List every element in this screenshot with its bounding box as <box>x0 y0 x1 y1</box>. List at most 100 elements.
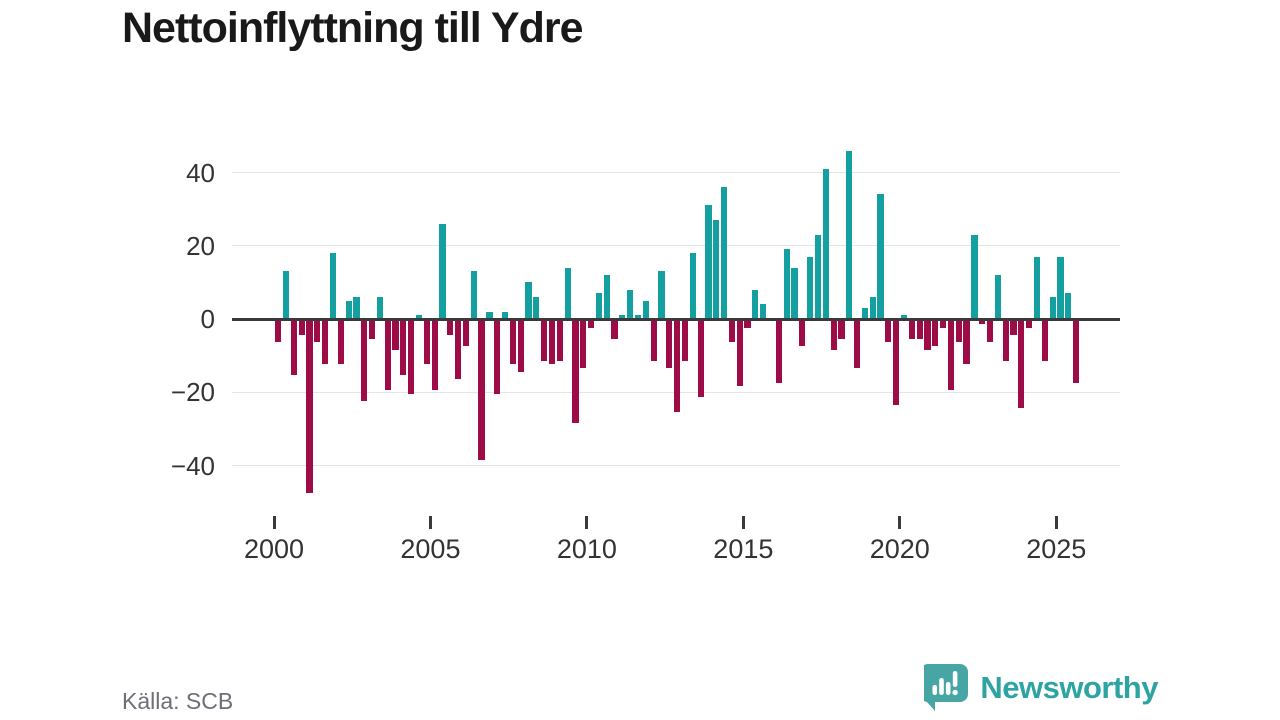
bar-2017-q1 <box>807 256 814 319</box>
bar-2011-q1 <box>619 315 626 319</box>
bar-2002-q1 <box>337 320 344 365</box>
bar-2006-q4 <box>486 311 493 319</box>
gridline-y-40 <box>232 465 1120 466</box>
source-label: Källa: SCB <box>122 688 234 714</box>
y-axis-label: −40 <box>170 450 215 481</box>
bar-2003-q3 <box>384 320 391 391</box>
bar-2018-q4 <box>861 308 868 319</box>
bar-2000-q2 <box>282 271 290 319</box>
bar-2022-q1 <box>963 320 970 365</box>
bar-2004-q3 <box>415 315 423 319</box>
bar-2018-q2 <box>846 150 853 319</box>
bar-2000-q4 <box>298 320 305 336</box>
x-axis-label-2005: 2005 <box>400 534 461 564</box>
x-tick-2005 <box>428 516 432 529</box>
gridline-y40 <box>232 172 1120 173</box>
bar-2012-q3 <box>666 320 673 369</box>
bar-2006-q1 <box>462 320 470 347</box>
bar-2017-q2 <box>814 234 822 319</box>
bar-2020-q1 <box>900 315 908 319</box>
bar-2001-q4 <box>329 253 337 319</box>
bar-2007-q4 <box>517 320 524 372</box>
bar-2014-q1 <box>713 220 720 319</box>
bar-2024-q1 <box>1026 320 1033 328</box>
bar-2021-q4 <box>955 320 962 343</box>
x-tick-2000 <box>272 516 276 529</box>
newsworthy-logo: Newsworthy <box>920 664 1158 711</box>
bar-2006-q3 <box>478 320 485 460</box>
y-axis-label: 0 <box>200 304 215 334</box>
bar-2009-q4 <box>580 320 587 369</box>
bar-2017-q4 <box>830 320 837 350</box>
bar-2021-q2 <box>940 320 947 328</box>
x-axis-label-2010: 2010 <box>556 534 617 564</box>
bar-2007-q2 <box>501 311 509 319</box>
bar-2024-q2 <box>1033 256 1041 319</box>
bar-2015-q2 <box>752 289 759 319</box>
bar-2011-q3 <box>634 315 642 319</box>
bar-2012-q2 <box>658 271 665 319</box>
bar-2013-q4 <box>705 205 712 319</box>
bar-2013-q1 <box>681 320 689 361</box>
bar-2008-q1 <box>525 282 532 319</box>
bar-2018-q1 <box>838 320 845 339</box>
bar-2005-q4 <box>455 320 462 380</box>
bar-2000-q1 <box>275 320 282 343</box>
bar-2009-q1 <box>556 320 563 361</box>
bar-2009-q2 <box>564 267 571 319</box>
y-axis-label: 40 <box>186 157 215 188</box>
bar-2025-q3 <box>1073 320 1080 383</box>
bar-2007-q3 <box>509 320 516 365</box>
bar-chart-icon <box>920 664 969 711</box>
bar-2004-q4 <box>423 320 430 365</box>
bar-2005-q3 <box>447 320 454 336</box>
bar-2010-q4 <box>611 320 618 339</box>
bar-2000-q3 <box>290 320 297 376</box>
bar-2025-q2 <box>1065 293 1072 319</box>
bar-2014-q4 <box>736 320 743 387</box>
x-tick-2015 <box>741 516 745 529</box>
bar-2015-q3 <box>760 304 767 319</box>
bar-2019-q3 <box>885 320 892 343</box>
bar-2023-q3 <box>1010 320 1017 336</box>
bar-2016-q3 <box>791 267 798 319</box>
chart-title: Nettoinflyttning till Ydre <box>122 4 584 52</box>
bar-2001-q3 <box>322 320 329 365</box>
gridline-y20 <box>232 245 1120 247</box>
x-axis-label-2015: 2015 <box>713 534 774 564</box>
bar-2014-q2 <box>720 187 728 319</box>
brand-name: Newsworthy <box>980 669 1158 705</box>
bar-2001-q2 <box>314 320 321 343</box>
bar-2002-q4 <box>361 320 368 402</box>
bar-2020-q4 <box>924 320 931 350</box>
bar-2022-q4 <box>986 320 994 343</box>
bar-2016-q1 <box>775 320 782 383</box>
y-axis-label: 20 <box>186 230 215 261</box>
bar-2024-q3 <box>1041 320 1048 361</box>
bar-2012-q1 <box>650 320 657 361</box>
bar-2024-q4 <box>1049 297 1056 319</box>
bar-2003-q4 <box>392 320 399 350</box>
bar-2014-q3 <box>728 320 735 343</box>
bar-2021-q3 <box>947 320 955 391</box>
bar-2023-q2 <box>1002 320 1009 361</box>
y-axis-label: −20 <box>170 377 215 408</box>
x-axis-label-2025: 2025 <box>1026 534 1087 564</box>
bar-2004-q2 <box>408 320 415 394</box>
bar-2005-q2 <box>439 223 446 319</box>
x-tick-2020 <box>898 516 902 529</box>
bar-2017-q3 <box>822 168 829 319</box>
bar-2016-q2 <box>783 249 790 319</box>
bar-2007-q1 <box>494 320 501 394</box>
bar-2015-q1 <box>744 320 751 328</box>
bar-2005-q1 <box>431 320 438 391</box>
bar-2022-q2 <box>971 234 978 319</box>
x-axis-label-2000: 2000 <box>243 534 305 564</box>
bar-2006-q2 <box>470 271 477 319</box>
bar-2008-q4 <box>548 320 556 365</box>
bar-2021-q1 <box>932 320 939 347</box>
bar-2025-q1 <box>1057 256 1064 319</box>
bar-2018-q3 <box>853 320 861 369</box>
bar-2012-q4 <box>674 320 681 413</box>
